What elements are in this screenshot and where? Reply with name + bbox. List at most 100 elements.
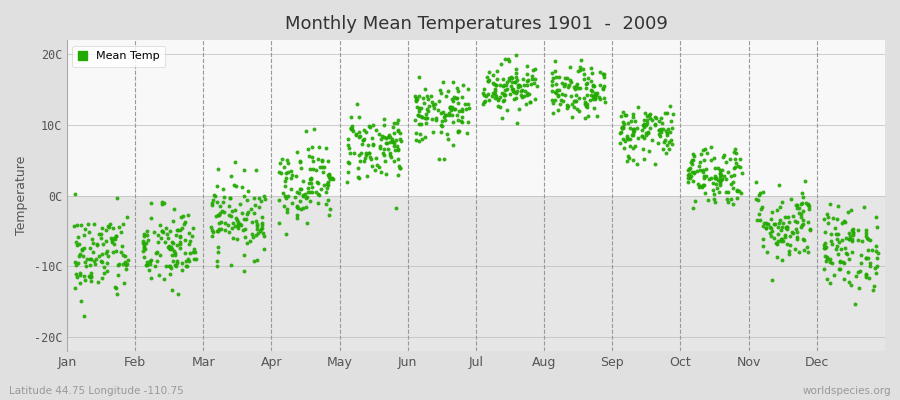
Point [173, 226, 187, 233]
Point [450, 112, 464, 118]
Point [548, 74, 562, 80]
Point [584, 78, 598, 84]
Point [820, 275, 834, 282]
Point [850, 227, 865, 233]
Point [436, 109, 451, 115]
Point [751, 197, 765, 203]
Point [346, 126, 360, 132]
Point [504, 83, 518, 89]
Point [658, 109, 672, 116]
Point [236, 227, 250, 233]
Point [369, 126, 383, 133]
Point [821, 213, 835, 220]
Point [160, 235, 175, 241]
Point [658, 150, 672, 157]
Point [868, 264, 882, 271]
Point [696, 167, 710, 173]
Point [627, 118, 642, 124]
Point [229, 214, 243, 221]
Point [70, 260, 85, 266]
Point [769, 240, 783, 246]
Point [67, 223, 81, 230]
Point [255, 224, 269, 231]
Point [154, 228, 168, 235]
Point [118, 258, 132, 265]
Point [214, 208, 229, 215]
Point [680, 174, 695, 181]
Point [111, 195, 125, 202]
Point [223, 213, 238, 220]
Point [803, 227, 817, 234]
Point [724, 196, 738, 202]
Point [89, 255, 104, 262]
Point [320, 181, 335, 188]
Point [71, 240, 86, 247]
Point [438, 116, 453, 123]
Point [143, 261, 157, 267]
Point [652, 127, 666, 134]
Point [481, 91, 495, 98]
Point [183, 238, 197, 244]
Point [529, 83, 544, 89]
Point [770, 224, 785, 230]
Point [756, 220, 770, 226]
Point [718, 175, 733, 182]
Point [237, 252, 251, 258]
Point [643, 115, 657, 121]
Point [83, 256, 97, 263]
Point [558, 92, 572, 98]
Point [589, 92, 603, 98]
Point [372, 130, 386, 137]
Point [711, 164, 725, 171]
Point [772, 182, 787, 188]
Point [390, 143, 404, 150]
Point [691, 180, 706, 187]
Point [305, 189, 320, 196]
Point [352, 128, 366, 135]
Point [817, 242, 832, 248]
Point [388, 147, 402, 153]
Point [157, 276, 171, 282]
Point [512, 82, 526, 88]
Point [658, 137, 672, 143]
Point [432, 98, 446, 104]
Point [222, 203, 237, 210]
Point [786, 213, 800, 219]
Point [387, 120, 401, 126]
Point [713, 170, 727, 176]
Point [255, 214, 269, 220]
Point [831, 251, 845, 257]
Point [699, 166, 714, 172]
Point [165, 246, 179, 252]
Point [279, 156, 293, 163]
Point [321, 158, 336, 165]
Point [789, 235, 804, 242]
Point [588, 93, 602, 99]
Point [838, 245, 852, 252]
Point [435, 118, 449, 124]
Point [322, 172, 337, 178]
Point [377, 152, 392, 158]
Point [708, 165, 723, 171]
Point [233, 221, 248, 228]
Point [95, 259, 110, 266]
Point [795, 190, 809, 196]
Point [81, 272, 95, 279]
Point [853, 252, 868, 258]
Point [325, 175, 339, 181]
Point [461, 101, 475, 108]
Point [293, 164, 308, 171]
Point [859, 233, 873, 239]
Point [166, 258, 181, 264]
Point [697, 173, 711, 180]
Point [853, 268, 868, 274]
Point [69, 222, 84, 228]
Point [652, 118, 666, 124]
Point [435, 123, 449, 129]
Point [642, 112, 656, 118]
Point [508, 79, 522, 86]
Point [551, 93, 565, 99]
Point [487, 80, 501, 87]
Point [696, 182, 710, 189]
Point [760, 225, 774, 232]
